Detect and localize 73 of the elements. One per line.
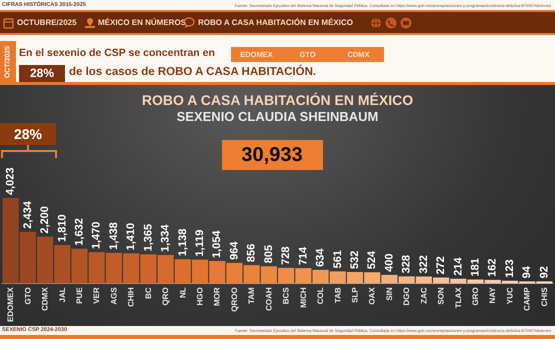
data-label: 1,438	[108, 222, 120, 250]
data-label: 400	[383, 253, 396, 272]
x-tick-label: COL	[316, 287, 326, 304]
text: de los casos de ROBO A CASA HABITACIÓN.	[69, 66, 316, 78]
data-label: 92	[538, 266, 550, 278]
data-label: 4,023	[4, 167, 17, 195]
data-label: 1,054	[211, 230, 224, 258]
x-tick-label: SLP	[350, 286, 360, 303]
data-label: 1,632	[73, 218, 86, 246]
x-tick-label: TLAX	[454, 286, 463, 308]
data-label: 714	[297, 246, 310, 266]
data-label: 162	[486, 258, 499, 277]
data-label: 123	[504, 259, 516, 278]
x-tick-label: NAY	[488, 286, 498, 304]
text: 28%	[19, 65, 65, 82]
chart-subtitle: SEXENIO CLAUDIA SHEINBAUM	[176, 109, 378, 124]
text: En el sexenio de CSP se concentran en	[19, 47, 215, 59]
x-tick-label: CHIS	[540, 286, 549, 306]
x-tick-label: CHIH	[126, 287, 136, 307]
x-tick-label: VER	[92, 287, 102, 304]
data-label: 728	[280, 246, 292, 265]
x-tick-label: GTO	[23, 287, 32, 305]
data-label: 1,119	[194, 230, 206, 257]
x-tick-label: HGO	[196, 287, 205, 306]
data-label: 805	[262, 244, 275, 264]
x-tick-label: CDMX	[40, 286, 50, 311]
data-label: 181	[470, 258, 482, 276]
data-label: 272	[435, 256, 448, 275]
data-label: 214	[452, 256, 464, 276]
data-label: 532	[348, 250, 361, 270]
x-tick-label: CAMP	[522, 286, 532, 311]
x-tick-label: DGO	[402, 287, 412, 306]
data-label: 634	[314, 248, 327, 267]
x-tick-label: TAB	[333, 287, 342, 304]
data-label: 1,334	[160, 224, 172, 252]
data-label: 1,470	[90, 222, 103, 250]
data-label: 2,200	[39, 206, 52, 234]
chart-title: ROBO A CASA HABITACIÓN EN MÉXICO	[142, 92, 414, 108]
x-tick-label: OAX	[368, 286, 377, 305]
x-tick-label: MOR	[212, 287, 222, 306]
x-tick-label: YUC	[505, 287, 514, 304]
data-label: 964	[228, 240, 240, 260]
x-tick-label: PUE	[74, 286, 84, 304]
data-label: 561	[332, 250, 344, 268]
x-tick-label: MICH	[298, 287, 308, 308]
data-label: 524	[366, 250, 378, 270]
x-tick-label: JAL	[58, 287, 67, 302]
x-tick-label: TAM	[247, 286, 256, 304]
x-tick-label: AGS	[109, 286, 118, 305]
data-label: 1,810	[56, 214, 68, 242]
text: 30,933	[241, 144, 303, 166]
x-tick-label: GRO	[471, 287, 480, 306]
data-label: 1,138	[176, 228, 189, 256]
data-label: 1,365	[142, 224, 154, 252]
x-tick-label: QRO	[161, 287, 170, 306]
data-label: 322	[418, 255, 430, 274]
text: 28%	[14, 126, 43, 142]
data-label: 1,410	[125, 222, 138, 250]
x-tick-label: QROO	[230, 287, 239, 312]
x-tick-label: NL	[178, 287, 188, 298]
x-tick-label: ZAC	[419, 287, 428, 304]
text: OCTUBRE/2025	[17, 18, 77, 28]
x-tick-label: SON	[436, 287, 446, 305]
x-tick-label: COAH	[264, 287, 274, 311]
x-tick-label: BC	[144, 287, 153, 299]
x-tick-label: BCS	[282, 286, 291, 304]
x-tick-label: EDOMEX	[6, 286, 16, 322]
data-label: 94	[521, 265, 534, 278]
text: ROBO A CASA HABITACIÓN EN MÉXICO	[198, 18, 353, 28]
data-label: 328	[400, 255, 413, 274]
data-label: 856	[246, 244, 258, 262]
data-label: 2,434	[22, 200, 34, 229]
x-tick-label: SIN	[384, 287, 394, 301]
